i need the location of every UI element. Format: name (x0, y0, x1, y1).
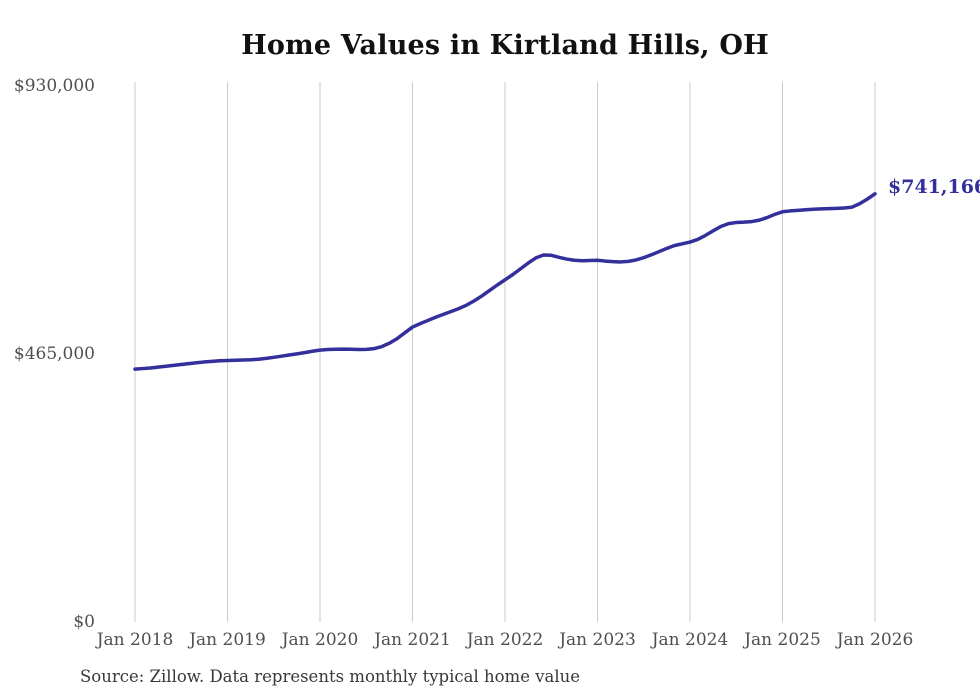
y-tick-label: $930,000 (14, 76, 95, 96)
y-tick-label: $465,000 (14, 344, 95, 364)
x-tick-label: Jan 2021 (372, 630, 451, 650)
y-tick-label: $0 (73, 612, 95, 632)
end-value-label: $741,166 (888, 176, 980, 198)
x-tick-label: Jan 2023 (557, 630, 636, 650)
x-tick-label: Jan 2026 (835, 630, 914, 650)
x-tick-label: Jan 2019 (187, 630, 266, 650)
x-tick-label: Jan 2018 (95, 630, 174, 650)
x-tick-label: Jan 2022 (465, 630, 544, 650)
chart-title: Home Values in Kirtland Hills, OH (241, 30, 769, 61)
x-tick-label: Jan 2020 (280, 630, 359, 650)
x-tick-label: Jan 2025 (742, 630, 821, 650)
value-line (133, 192, 877, 371)
source-note: Source: Zillow. Data represents monthly … (80, 667, 581, 686)
x-tick-label: Jan 2024 (650, 630, 729, 650)
